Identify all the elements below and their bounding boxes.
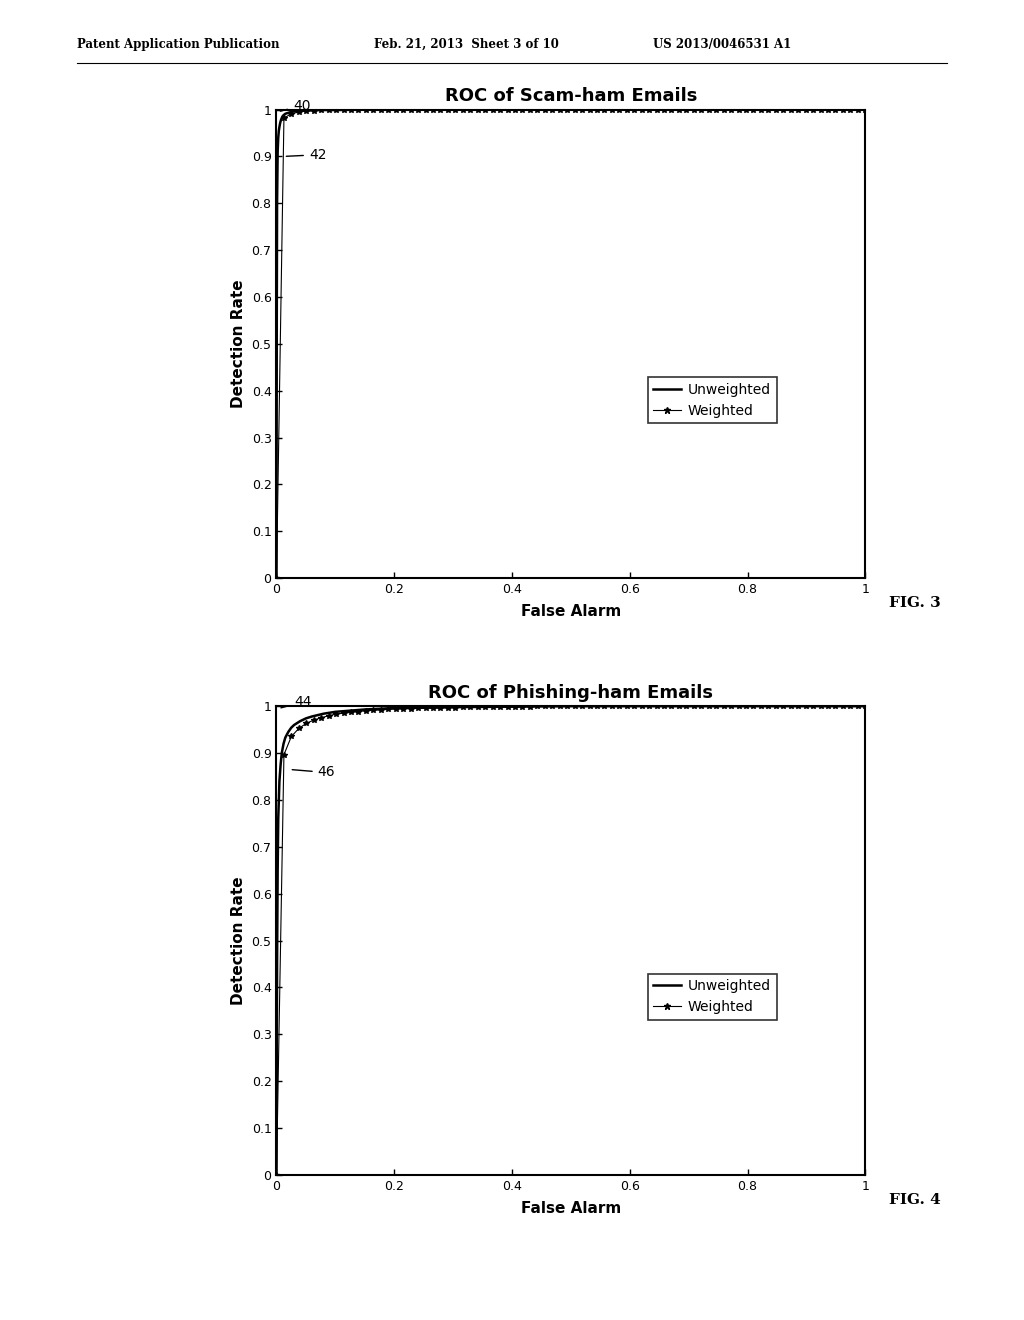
X-axis label: False Alarm: False Alarm: [521, 605, 621, 619]
Text: Patent Application Publication: Patent Application Publication: [77, 37, 280, 50]
X-axis label: False Alarm: False Alarm: [521, 1201, 621, 1216]
Y-axis label: Detection Rate: Detection Rate: [231, 280, 246, 408]
Title: ROC of Scam-ham Emails: ROC of Scam-ham Emails: [444, 87, 697, 106]
Text: US 2013/0046531 A1: US 2013/0046531 A1: [653, 37, 792, 50]
Text: FIG. 4: FIG. 4: [889, 1193, 941, 1206]
Legend: Unweighted, Weighted: Unweighted, Weighted: [648, 974, 776, 1020]
Text: 46: 46: [292, 766, 335, 780]
Text: 40: 40: [281, 99, 310, 112]
Text: 44: 44: [281, 696, 311, 709]
Title: ROC of Phishing-ham Emails: ROC of Phishing-ham Emails: [428, 684, 714, 702]
Text: FIG. 3: FIG. 3: [889, 597, 941, 610]
Legend: Unweighted, Weighted: Unweighted, Weighted: [648, 378, 776, 424]
Y-axis label: Detection Rate: Detection Rate: [231, 876, 246, 1005]
Text: 42: 42: [287, 148, 327, 162]
Text: Feb. 21, 2013  Sheet 3 of 10: Feb. 21, 2013 Sheet 3 of 10: [374, 37, 559, 50]
